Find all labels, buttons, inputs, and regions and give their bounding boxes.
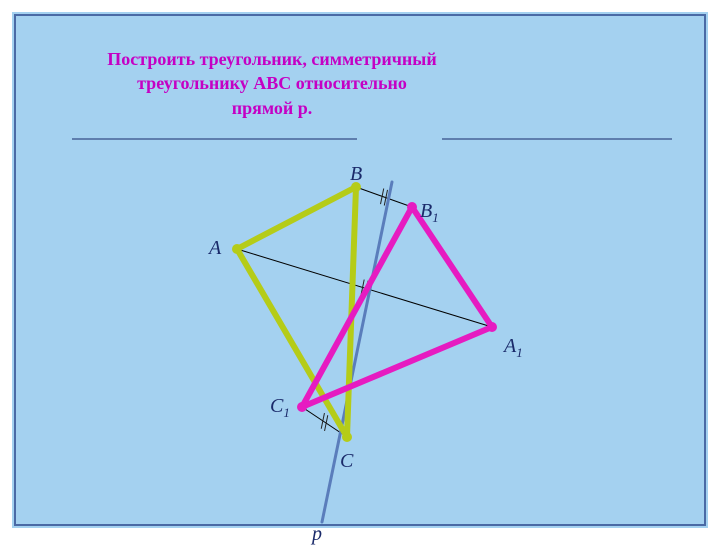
vertex-A1 bbox=[487, 322, 497, 332]
triangle-ABC bbox=[237, 187, 356, 437]
label-B1: B1 bbox=[420, 200, 439, 225]
vertex-B1 bbox=[407, 202, 417, 212]
slide: Построить треугольник, симметричный треу… bbox=[0, 0, 720, 540]
label-A: A bbox=[207, 237, 222, 259]
label-C: C bbox=[340, 450, 354, 472]
vertex-A bbox=[232, 244, 242, 254]
tick-mark bbox=[325, 415, 328, 431]
construction-line-B-B1 bbox=[356, 187, 412, 207]
triangle-A1B1C1 bbox=[302, 207, 492, 407]
vertex-C1 bbox=[297, 402, 307, 412]
geometry-diagram: A B C A1 B1 C1 p bbox=[12, 12, 720, 552]
label-A1: A1 bbox=[502, 335, 523, 360]
label-B: B bbox=[350, 163, 362, 185]
vertex-C bbox=[342, 432, 352, 442]
label-p: p bbox=[310, 523, 322, 545]
tick-mark bbox=[321, 413, 324, 429]
label-C1: C1 bbox=[270, 395, 290, 420]
